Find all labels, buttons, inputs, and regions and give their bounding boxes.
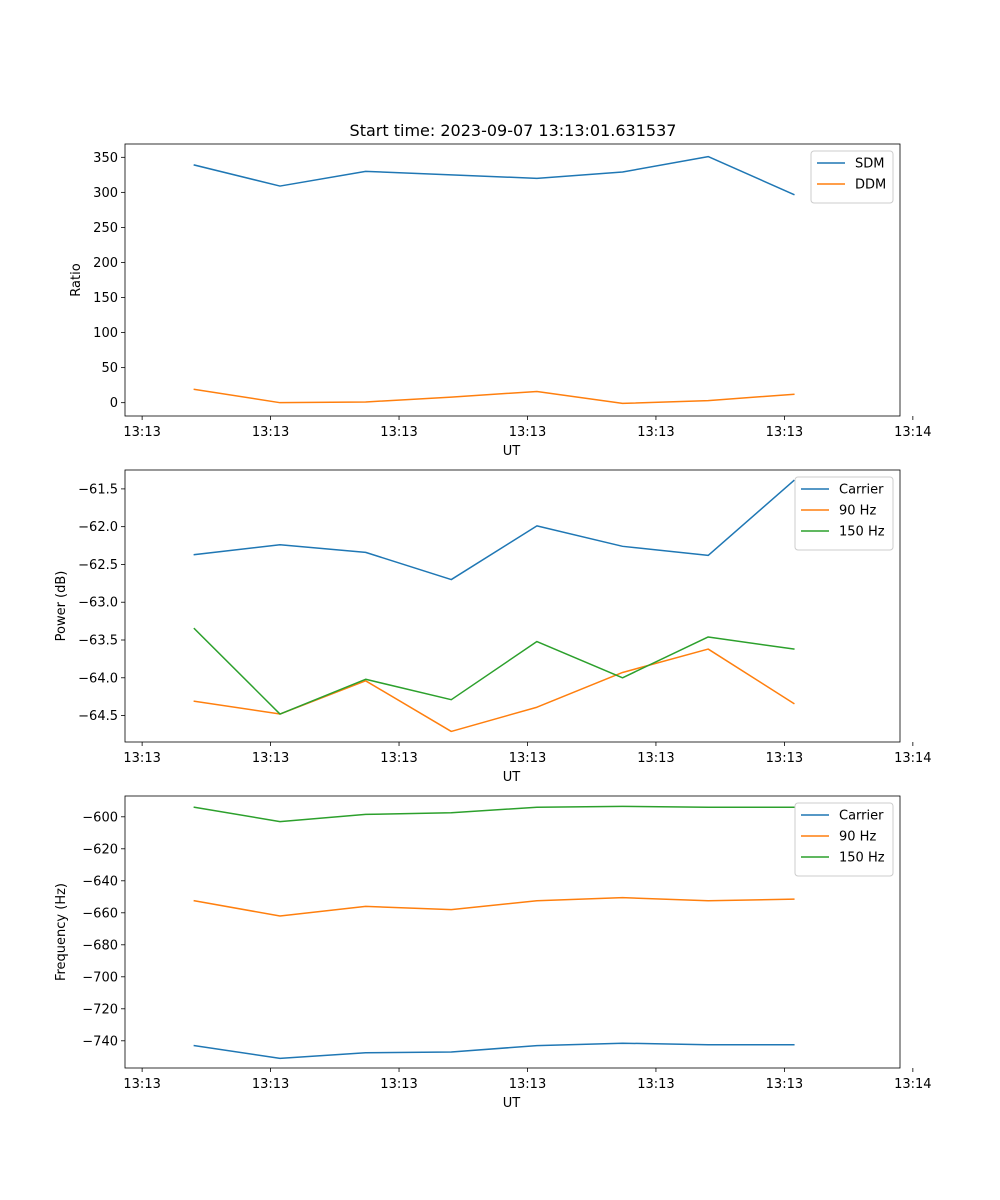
y-tick-label: −64.5 — [78, 709, 118, 724]
x-tick-label: 13:13 — [509, 1077, 546, 1092]
legend-label: Carrier — [839, 809, 884, 824]
y-tick-label: 350 — [93, 151, 118, 166]
legend-label: SDM — [855, 157, 884, 172]
series-line-150-hz — [193, 805, 795, 823]
y-tick-label: 100 — [93, 326, 118, 341]
series-line-150-hz — [193, 627, 795, 715]
x-tick-label: 13:13 — [509, 425, 546, 440]
x-tick-label: 13:14 — [894, 425, 931, 440]
series-line-ddm — [193, 388, 795, 405]
x-tick-label: 13:13 — [123, 425, 160, 440]
x-tick-label: 13:13 — [252, 1077, 289, 1092]
legend-label: 90 Hz — [839, 830, 876, 845]
x-axis-label: UT — [503, 444, 521, 459]
x-axis-label: UT — [503, 770, 521, 785]
x-tick-label: 13:13 — [252, 425, 289, 440]
x-tick-label: 13:13 — [766, 751, 803, 766]
x-tick-label: 13:13 — [766, 425, 803, 440]
y-axis-label: Power (dB) — [54, 571, 69, 642]
series-line-90-hz — [193, 896, 795, 917]
legend-label: 150 Hz — [839, 525, 885, 540]
x-tick-label: 13:14 — [894, 1077, 931, 1092]
legend-box — [810, 150, 894, 204]
legend-label: Carrier — [839, 483, 884, 498]
x-tick-label: 13:13 — [509, 751, 546, 766]
legend-label: 90 Hz — [839, 504, 876, 519]
y-tick-label: −680 — [82, 938, 118, 953]
y-tick-label: −600 — [82, 810, 118, 825]
y-tick-label: −63.0 — [78, 596, 118, 611]
y-tick-label: −61.5 — [78, 482, 118, 497]
x-tick-label: 13:13 — [380, 751, 417, 766]
y-tick-label: −740 — [82, 1034, 118, 1049]
series-line-carrier — [193, 1042, 795, 1060]
y-axis-label: Frequency (Hz) — [54, 883, 69, 981]
y-tick-label: −64.0 — [78, 671, 118, 686]
y-tick-label: −640 — [82, 874, 118, 889]
y-tick-label: 300 — [93, 186, 118, 201]
y-tick-label: −700 — [82, 970, 118, 985]
y-tick-label: −62.0 — [78, 520, 118, 535]
x-tick-label: 13:13 — [380, 1077, 417, 1092]
y-tick-label: −660 — [82, 906, 118, 921]
axes-frame — [124, 469, 901, 743]
y-axis-label: Ratio — [69, 263, 84, 296]
series-line-carrier — [193, 479, 795, 581]
x-tick-label: 13:13 — [123, 751, 160, 766]
x-tick-label: 13:14 — [894, 751, 931, 766]
y-tick-label: 50 — [101, 361, 118, 376]
series-line-sdm — [193, 155, 795, 196]
x-tick-label: 13:13 — [766, 1077, 803, 1092]
axes-frame — [124, 143, 901, 417]
y-tick-label: 250 — [93, 221, 118, 236]
x-tick-label: 13:13 — [123, 1077, 160, 1092]
x-axis-label: UT — [503, 1096, 521, 1111]
figure-title: Start time: 2023-09-07 13:13:01.631537 — [350, 121, 677, 140]
legend-label: 150 Hz — [839, 851, 885, 866]
x-tick-label: 13:13 — [637, 751, 674, 766]
y-tick-label: −720 — [82, 1002, 118, 1017]
axes-frame — [124, 795, 901, 1069]
legend-label: DDM — [855, 178, 886, 193]
y-tick-label: −62.5 — [78, 558, 118, 573]
y-tick-label: −620 — [82, 842, 118, 857]
y-tick-label: −63.5 — [78, 634, 118, 649]
y-tick-label: 200 — [93, 256, 118, 271]
x-tick-label: 13:13 — [252, 751, 289, 766]
y-tick-label: 150 — [93, 291, 118, 306]
y-tick-label: 0 — [110, 396, 118, 411]
x-tick-label: 13:13 — [637, 425, 674, 440]
x-tick-label: 13:13 — [380, 425, 417, 440]
x-tick-label: 13:13 — [637, 1077, 674, 1092]
